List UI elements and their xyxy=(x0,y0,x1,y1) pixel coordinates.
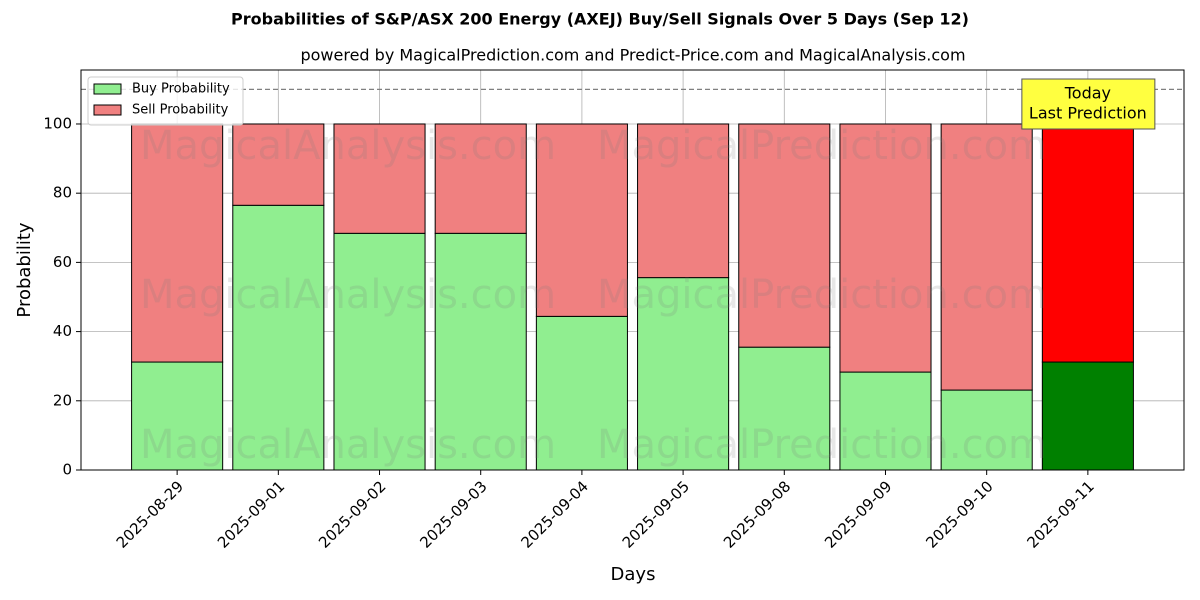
bar-segment xyxy=(738,346,831,471)
bar-segment xyxy=(131,361,224,471)
plot-frame xyxy=(80,69,1185,471)
legend-label: Sell Probability xyxy=(132,103,229,118)
bar-segment xyxy=(940,123,1033,391)
x-tick-label: 2025-09-03 xyxy=(416,477,490,551)
annotation-text: Last Prediction xyxy=(1029,104,1147,123)
bar-segment xyxy=(333,123,426,234)
bar-segment xyxy=(333,232,426,471)
annotation-text: Today xyxy=(1064,84,1111,103)
bar-segment xyxy=(535,315,628,471)
legend-label: Buy Probability xyxy=(132,82,230,97)
bar-segment xyxy=(434,232,527,471)
x-tick-label: 2025-08-29 xyxy=(113,477,187,551)
x-tick-label: 2025-09-09 xyxy=(821,477,895,551)
chart-title: Probabilities of S&P/ASX 200 Energy (AXE… xyxy=(231,10,969,29)
legend: Buy Probability Sell Probability xyxy=(87,76,244,126)
y-tick-label: 0 xyxy=(62,461,72,479)
chart-subtitle: powered by MagicalPrediction.com and Pre… xyxy=(300,46,965,65)
x-tick-label: 2025-09-11 xyxy=(1023,477,1097,551)
bar-segment xyxy=(839,123,932,373)
bar-segment xyxy=(535,123,628,317)
bar-segment xyxy=(738,123,831,348)
legend-swatch xyxy=(93,83,122,95)
watermark: MagicalAnalysis.com xyxy=(140,123,556,169)
bar-segment xyxy=(839,371,932,471)
x-tick-label: 2025-09-02 xyxy=(315,477,389,551)
bar-segment xyxy=(232,123,325,206)
x-axis-label: Days xyxy=(611,564,656,585)
annotation-box xyxy=(1021,78,1156,130)
bar-segment xyxy=(940,389,1033,471)
bar-segment xyxy=(1041,361,1134,471)
bar-segment xyxy=(1041,123,1134,363)
y-tick-label: 80 xyxy=(53,184,72,202)
x-tick-label: 2025-09-05 xyxy=(619,477,693,551)
bar-segment xyxy=(637,123,730,279)
legend-box xyxy=(87,76,244,126)
y-axis-label: Probability xyxy=(14,222,35,317)
watermark: MagicalAnalysis.com xyxy=(140,422,556,468)
y-tick-label: 40 xyxy=(53,322,72,340)
watermark: MagicalAnalysis.com xyxy=(140,272,556,318)
x-tick-label: 2025-09-10 xyxy=(922,477,996,551)
bar-segment xyxy=(131,123,224,363)
legend-swatch xyxy=(93,104,122,116)
bar-segment xyxy=(637,277,730,471)
watermark: MagicalPrediction.com xyxy=(597,272,1047,318)
bar-segment xyxy=(434,123,527,234)
x-tick-label: 2025-09-08 xyxy=(720,477,794,551)
y-tick-label: 100 xyxy=(43,114,72,132)
watermark: MagicalPrediction.com xyxy=(597,422,1047,468)
x-tick-label: 2025-09-01 xyxy=(214,477,288,551)
y-tick-label: 20 xyxy=(53,391,72,409)
watermark: MagicalPrediction.com xyxy=(597,123,1047,169)
y-tick-label: 60 xyxy=(53,253,72,271)
x-tick-label: 2025-09-04 xyxy=(518,477,592,551)
